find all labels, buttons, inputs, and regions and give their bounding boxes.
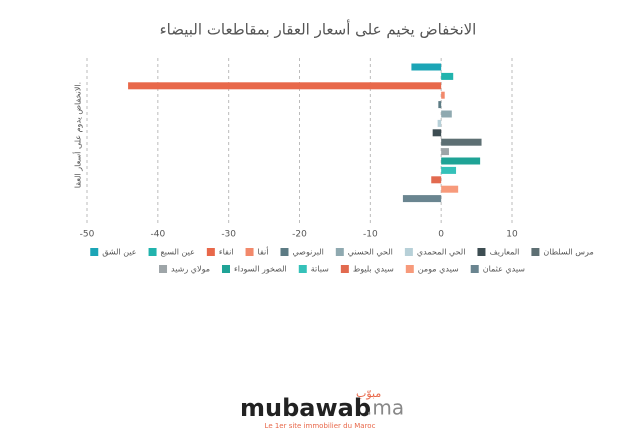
legend-label: مولاي رشيد bbox=[171, 265, 210, 274]
legend-label: المعاريف bbox=[489, 248, 519, 257]
legend-swatch bbox=[340, 265, 349, 273]
bar bbox=[432, 129, 442, 137]
bar bbox=[441, 91, 445, 99]
bar bbox=[128, 82, 442, 90]
legend-swatch bbox=[206, 248, 215, 256]
legend-swatch bbox=[298, 265, 307, 273]
logo-suffix: .ma bbox=[366, 396, 404, 420]
legend-swatch bbox=[405, 265, 414, 273]
x-tick-label: -30 bbox=[221, 230, 236, 240]
bar bbox=[437, 119, 442, 127]
x-tick-label: -50 bbox=[80, 230, 95, 240]
bar bbox=[441, 148, 449, 156]
legend-label: سيدي بليوط bbox=[353, 265, 394, 274]
legend-swatch bbox=[404, 248, 413, 256]
bar bbox=[441, 185, 459, 193]
legend-swatch bbox=[159, 265, 168, 273]
bar bbox=[441, 72, 454, 80]
legend-label: الصخور السوداء bbox=[234, 265, 287, 274]
legend-swatch bbox=[477, 248, 486, 256]
legend-label: سباتة bbox=[311, 265, 329, 274]
bar bbox=[441, 138, 482, 146]
y-axis-label: الانخفاض يدوم على أسعار العقا. bbox=[73, 82, 83, 188]
bar bbox=[441, 110, 452, 118]
logo-name: mubawab bbox=[240, 394, 371, 422]
legend-swatch bbox=[245, 248, 254, 256]
x-tick-label: -40 bbox=[150, 230, 165, 240]
bar bbox=[411, 63, 442, 71]
logo-tagline: Le 1er site immobilier du Maroc bbox=[265, 422, 376, 430]
x-tick-label: 0 bbox=[438, 230, 444, 240]
bar bbox=[441, 157, 481, 165]
legend-swatch bbox=[470, 265, 479, 273]
legend-swatch bbox=[280, 248, 289, 256]
legend-label: سيدي عثمان bbox=[483, 265, 526, 274]
x-tick-label: 10 bbox=[506, 230, 518, 240]
legend-swatch bbox=[90, 248, 99, 256]
bar bbox=[402, 195, 442, 203]
x-tick-label: -10 bbox=[363, 230, 378, 240]
legend-label: الحي المحمدي bbox=[417, 248, 466, 257]
legend-label: سيدي مومن bbox=[418, 265, 459, 274]
x-tick-label: -20 bbox=[292, 230, 307, 240]
legend-swatch bbox=[531, 248, 540, 256]
bar bbox=[438, 101, 442, 109]
logo-arabic: مبوّب bbox=[356, 387, 381, 400]
legend-label: مرس السلطان bbox=[543, 248, 593, 257]
bar bbox=[431, 176, 442, 184]
legend-swatch bbox=[221, 265, 230, 273]
legend-label: انفاء bbox=[219, 248, 234, 257]
legend-swatch bbox=[335, 248, 344, 256]
legend-label: عين الشق bbox=[102, 248, 136, 257]
legend-label: الحي الحسني bbox=[348, 248, 393, 257]
legend-label: البرنوصي bbox=[292, 248, 323, 257]
chart-title: الانخفاض يخيم على أسعار العقار بمقاطعات … bbox=[160, 20, 477, 39]
legend-label: عين السبع bbox=[161, 248, 195, 257]
legend-label: أنفا bbox=[258, 247, 269, 257]
bar bbox=[441, 166, 457, 174]
legend-swatch bbox=[148, 248, 157, 256]
